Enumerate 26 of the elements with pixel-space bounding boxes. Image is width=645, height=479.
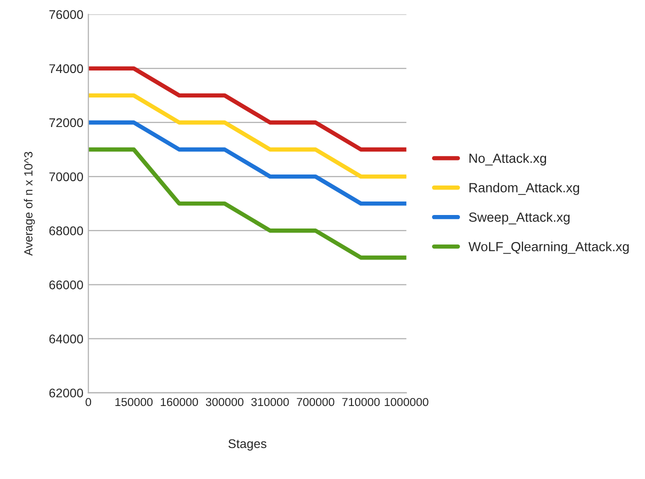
y-tick-label: 62000: [49, 388, 84, 398]
y-tick-label: 68000: [49, 226, 84, 236]
x-tick-label: 700000: [296, 398, 334, 406]
x-axis-title: Stages: [228, 439, 266, 451]
legend-label: Random_Attack.xg: [470, 182, 580, 195]
y-tick-label: 66000: [49, 280, 84, 290]
x-tick-label: 300000: [206, 398, 244, 406]
x-tick-label: 160000: [160, 398, 198, 406]
y-tick-label: 64000: [49, 334, 84, 344]
x-tick-label: 710000: [342, 398, 380, 406]
y-tick-label: 76000: [49, 10, 84, 20]
y-tick-label: 70000: [49, 172, 84, 182]
legend-label: WoLF_Qlearning_Attack.xg: [468, 242, 629, 254]
y-tick-label: 74000: [49, 64, 84, 74]
x-tick-label: 1000000: [384, 398, 428, 406]
y-tick-label: 72000: [49, 118, 84, 128]
line-series: [88, 147, 406, 260]
line-series: [88, 93, 406, 179]
x-tick-label: 310000: [251, 398, 289, 406]
legend-label: No_Attack.xg: [470, 153, 546, 166]
legend-label: Sweep_Attack.xg: [469, 212, 570, 224]
x-tick-label: 150000: [115, 398, 153, 406]
line-series: [88, 120, 406, 206]
x-tick-label: 0: [86, 398, 92, 406]
line-series: [88, 66, 406, 152]
y-axis-title: Average of n x 10^3: [24, 152, 35, 256]
